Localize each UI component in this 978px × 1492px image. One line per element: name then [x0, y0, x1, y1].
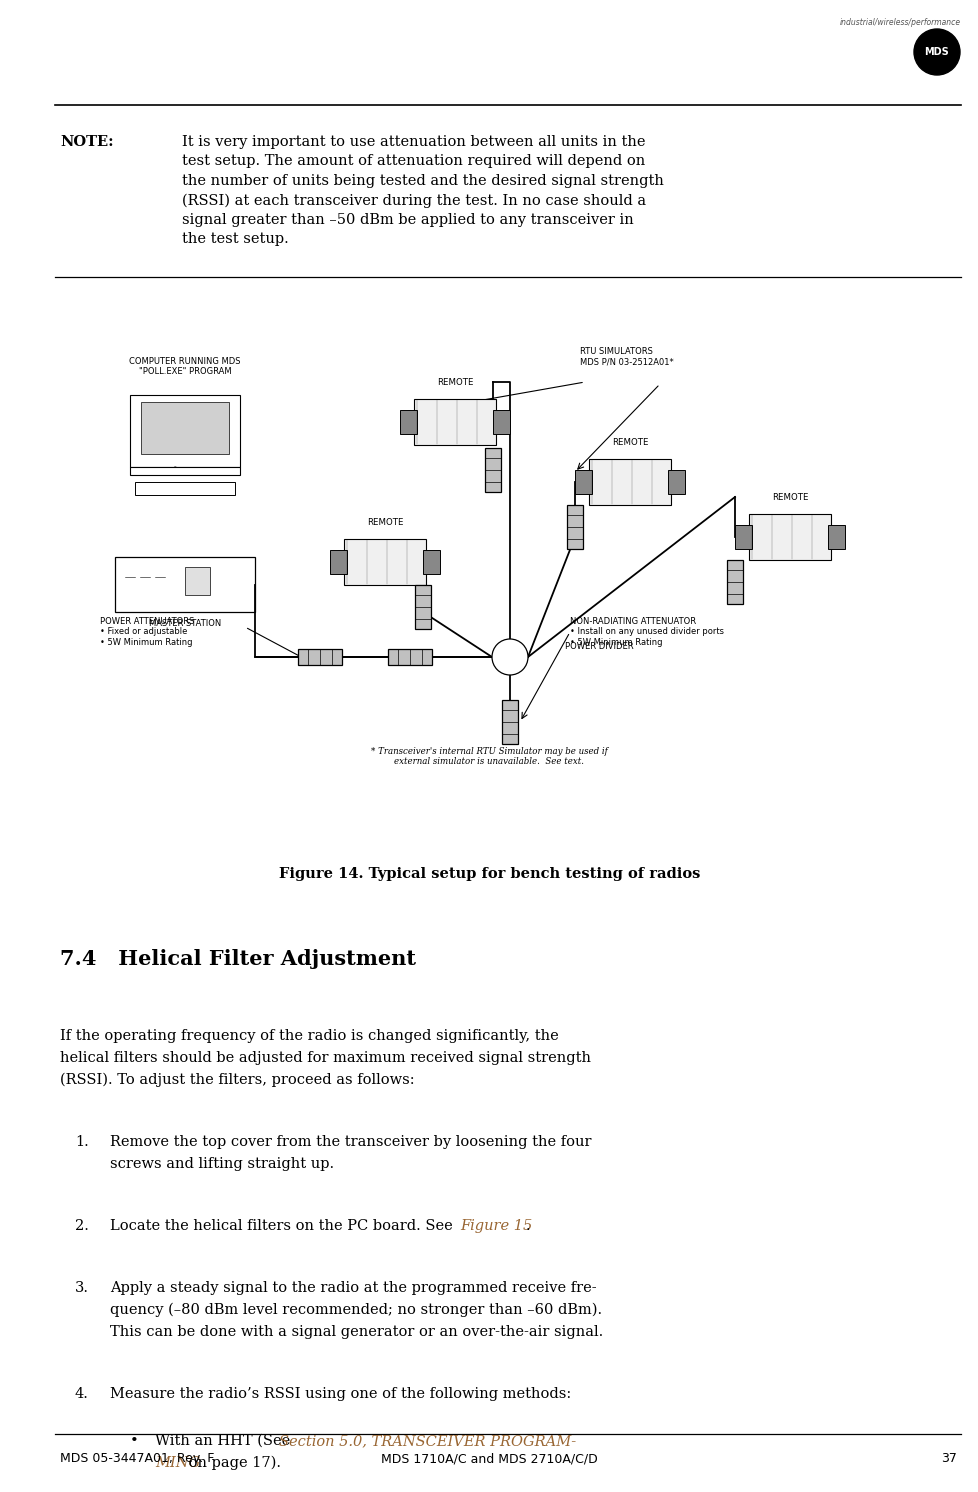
FancyBboxPatch shape: [589, 460, 670, 504]
Bar: [130, 467, 240, 474]
Text: If the operating frequency of the radio is changed significantly, the: If the operating frequency of the radio …: [60, 1029, 558, 1043]
Bar: [574, 470, 592, 494]
Text: screws and lifting straight up.: screws and lifting straight up.: [110, 1156, 333, 1171]
FancyBboxPatch shape: [343, 539, 425, 585]
Text: Section 5.0, TRANSCEIVER PROGRAM-: Section 5.0, TRANSCEIVER PROGRAM-: [279, 1434, 576, 1449]
Text: REMOTE: REMOTE: [611, 439, 647, 448]
Text: Figure 14. Typical setup for bench testing of radios: Figure 14. Typical setup for bench testi…: [279, 867, 699, 880]
Text: Measure the radio’s RSSI using one of the following methods:: Measure the radio’s RSSI using one of th…: [110, 1388, 571, 1401]
Text: the test setup.: the test setup.: [182, 233, 289, 246]
Text: MDS 05-3447A01, Rev. F: MDS 05-3447A01, Rev. F: [60, 1452, 214, 1465]
FancyBboxPatch shape: [414, 398, 496, 445]
Text: on page 17).: on page 17).: [184, 1456, 281, 1471]
Text: industrial/wireless/performance: industrial/wireless/performance: [839, 18, 960, 27]
Text: NON-RADIATING ATTENUATOR
• Install on any unused divider ports
• 5W Minimum Rati: NON-RADIATING ATTENUATOR • Install on an…: [569, 618, 724, 648]
Bar: [185, 567, 210, 595]
Text: test setup. The amount of attenuation required will depend on: test setup. The amount of attenuation re…: [182, 155, 645, 169]
Text: REMOTE: REMOTE: [436, 377, 472, 386]
Bar: [387, 649, 431, 665]
Text: (RSSI). To adjust the filters, proceed as follows:: (RSSI). To adjust the filters, proceed a…: [60, 1073, 415, 1088]
Text: 1.: 1.: [75, 1135, 89, 1149]
Text: MASTER STATION: MASTER STATION: [149, 619, 221, 628]
Circle shape: [492, 639, 527, 674]
Text: COMPUTER RUNNING MDS
"POLL.EXE" PROGRAM: COMPUTER RUNNING MDS "POLL.EXE" PROGRAM: [129, 357, 241, 376]
Bar: [727, 560, 742, 604]
Text: Figure 15: Figure 15: [460, 1219, 532, 1232]
Bar: [422, 551, 439, 574]
Bar: [114, 557, 254, 612]
Bar: [130, 395, 240, 467]
Text: (RSSI) at each transceiver during the test. In no case should a: (RSSI) at each transceiver during the te…: [182, 194, 645, 207]
Text: RTU SIMULATORS
MDS P/N 03-2512A01*: RTU SIMULATORS MDS P/N 03-2512A01*: [579, 348, 673, 367]
Text: •: •: [130, 1434, 139, 1449]
Text: 4.: 4.: [75, 1388, 89, 1401]
Bar: [566, 504, 583, 549]
Text: MDS 1710A/C and MDS 2710A/C/D: MDS 1710A/C and MDS 2710A/C/D: [380, 1452, 598, 1465]
Text: MDS: MDS: [923, 48, 949, 57]
Text: the number of units being tested and the desired signal strength: the number of units being tested and the…: [182, 175, 663, 188]
Bar: [55, 301, 960, 833]
Bar: [493, 410, 510, 434]
Text: 37: 37: [940, 1452, 956, 1465]
Text: REMOTE: REMOTE: [771, 492, 808, 501]
Bar: [667, 470, 685, 494]
Text: 2.: 2.: [75, 1219, 89, 1232]
Text: .: .: [525, 1219, 530, 1232]
Bar: [330, 551, 346, 574]
Text: With an HHT (See: With an HHT (See: [155, 1434, 294, 1449]
Text: signal greater than –50 dBm be applied to any transceiver in: signal greater than –50 dBm be applied t…: [182, 213, 633, 227]
Text: It is very important to use attenuation between all units in the: It is very important to use attenuation …: [182, 134, 645, 149]
Bar: [484, 448, 501, 492]
Circle shape: [913, 28, 959, 75]
Text: 3.: 3.: [75, 1282, 89, 1295]
Bar: [141, 401, 229, 454]
FancyBboxPatch shape: [748, 515, 830, 560]
Bar: [415, 585, 430, 630]
Bar: [734, 525, 751, 549]
Text: POWER DIVIDER: POWER DIVIDER: [564, 642, 633, 651]
Text: REMOTE: REMOTE: [367, 518, 403, 527]
Text: This can be done with a signal generator or an over-the-air signal.: This can be done with a signal generator…: [110, 1325, 602, 1338]
Text: Apply a steady signal to the radio at the programmed receive fre-: Apply a steady signal to the radio at th…: [110, 1282, 596, 1295]
Text: helical filters should be adjusted for maximum received signal strength: helical filters should be adjusted for m…: [60, 1050, 591, 1065]
Text: POWER ATTENUATORS
• Fixed or adjustable
• 5W Minimum Rating: POWER ATTENUATORS • Fixed or adjustable …: [100, 618, 195, 648]
Text: NOTE:: NOTE:: [60, 134, 113, 149]
Text: quency (–80 dBm level recommended; no stronger than –60 dBm).: quency (–80 dBm level recommended; no st…: [110, 1303, 601, 1317]
Text: * Transceiver's internal RTU Simulator may be used if
external simulator is unav: * Transceiver's internal RTU Simulator m…: [371, 747, 607, 767]
Text: 7.4   Helical Filter Adjustment: 7.4 Helical Filter Adjustment: [60, 949, 416, 968]
Text: Locate the helical filters on the PC board. See: Locate the helical filters on the PC boa…: [110, 1219, 457, 1232]
Text: Remove the top cover from the transceiver by loosening the four: Remove the top cover from the transceive…: [110, 1135, 591, 1149]
Text: MING: MING: [155, 1456, 200, 1470]
Bar: [502, 700, 517, 745]
Bar: [297, 649, 341, 665]
Bar: [400, 410, 417, 434]
Bar: [135, 482, 235, 495]
Bar: [827, 525, 844, 549]
